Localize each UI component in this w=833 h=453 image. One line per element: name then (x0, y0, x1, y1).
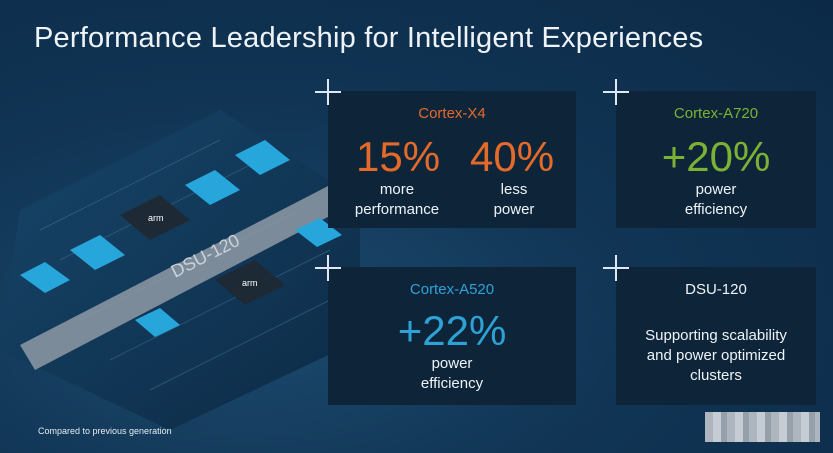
x4-perf-line2: performance (354, 201, 440, 218)
card-cortex-a520: Cortex-A520 +22% power efficiency (328, 267, 576, 405)
blurred-watermark (705, 412, 820, 442)
footnote: Compared to previous generation (38, 426, 172, 436)
a520-value: +22% (397, 307, 507, 354)
crosshair-mark (315, 255, 341, 281)
core-blue-4 (20, 262, 70, 293)
card-cortex-x4: Cortex-X4 15% 40% more performance less … (328, 91, 576, 228)
card-a520-title: Cortex-A520 (409, 281, 495, 298)
slide-title: Performance Leadership for Intelligent E… (34, 22, 704, 54)
a520-label: power efficiency (328, 354, 576, 394)
dsu-line1: Supporting scalability (645, 327, 787, 344)
card-a720-title: Cortex-A720 (673, 105, 759, 122)
a720-value: +20% (661, 133, 771, 180)
chip-illustration: DSU-120 arm arm (0, 110, 360, 430)
core-big-2: arm (215, 260, 285, 305)
crosshair-mark (603, 255, 629, 281)
a720-line1: power (695, 181, 737, 198)
x4-perf-value: 15% (356, 133, 441, 180)
core-blue-2 (235, 140, 290, 175)
crosshair-mark (315, 79, 341, 105)
x4-perf-label: more performance (340, 180, 454, 220)
core-big-2-brand: arm (242, 278, 258, 288)
card-x4-title: Cortex-X4 (418, 105, 486, 122)
dsu-line2: and power optimized (646, 347, 786, 364)
x4-power-label: less power (466, 180, 562, 220)
core-big-1: arm (120, 195, 190, 240)
x4-power-value: 40% (470, 133, 555, 180)
crosshair-mark (603, 79, 629, 105)
core-blue-1 (185, 170, 240, 205)
core-blue-5 (295, 218, 342, 247)
card-dsu-120: DSU-120 Supporting scalability and power… (616, 267, 816, 405)
dsu-description: Supporting scalability and power optimiz… (616, 326, 816, 386)
x4-perf-line1: more (379, 181, 415, 198)
x4-power-line1: less (500, 181, 528, 198)
card-cortex-a720: Cortex-A720 +20% power efficiency (616, 91, 816, 228)
core-big-1-brand: arm (148, 213, 164, 223)
x4-power-line2: power (493, 201, 535, 218)
a720-line2: efficiency (684, 201, 748, 218)
card-dsu-title: DSU-120 (685, 281, 747, 298)
dsu-line3: clusters (690, 367, 742, 384)
a520-line2: efficiency (420, 375, 484, 392)
core-blue-6 (135, 308, 180, 337)
a720-label: power efficiency (616, 180, 816, 220)
a520-line1: power (431, 355, 473, 372)
core-blue-3 (70, 235, 125, 270)
